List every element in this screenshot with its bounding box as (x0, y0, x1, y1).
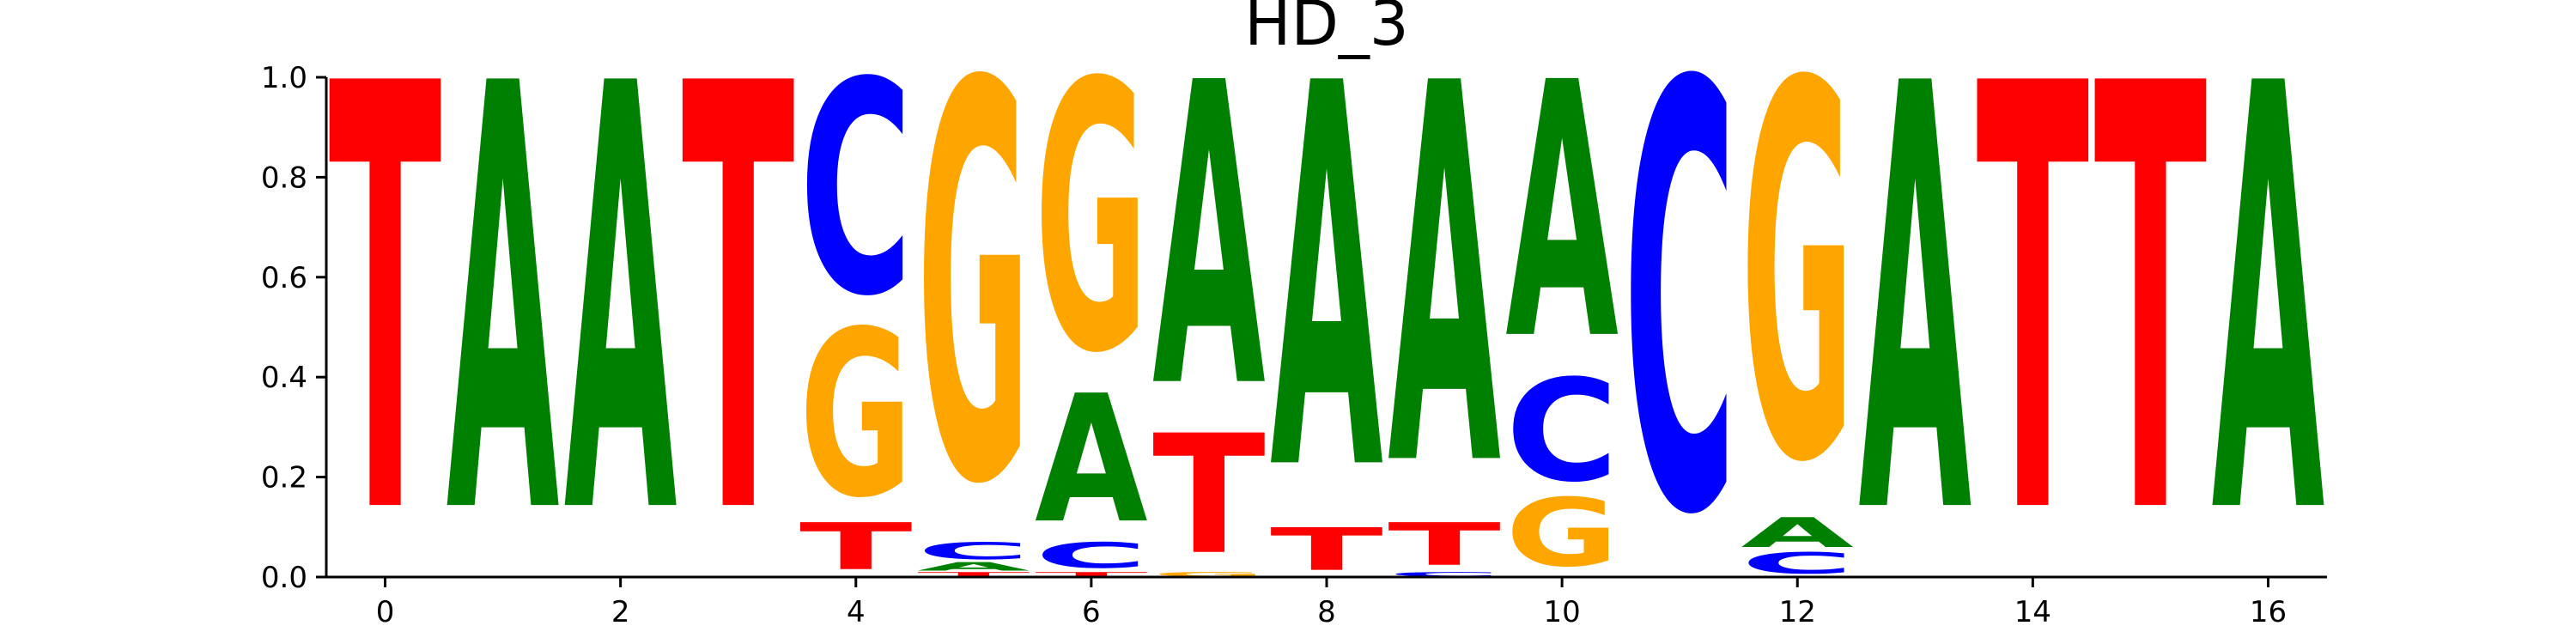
logo-letter-g-pos-7: G (1152, 571, 1266, 578)
logo-letter-a-pos-2: A (564, 0, 678, 644)
logo-letter-g-pos-4: G (799, 282, 913, 548)
logo-letter-a-pos-1: A (447, 0, 561, 644)
y-tick-label: 0.6 (261, 261, 307, 295)
logo-letter-c-pos-9: C (1388, 571, 1501, 578)
logo-letter-c-pos-5: C (917, 538, 1030, 565)
x-tick-label: 14 (2014, 595, 2051, 629)
logo-letter-a-pos-7: A (1152, 0, 1267, 479)
x-tick-label: 10 (1543, 595, 1580, 629)
chart-title: HD_3 (1244, 0, 1408, 59)
y-tick-label: 0.8 (261, 161, 307, 195)
y-tick-label: 0.4 (261, 361, 307, 395)
y-tick-label: 0.2 (261, 461, 307, 495)
x-tick-label: 12 (1779, 595, 1816, 629)
logo-letter-t-pos-8: T (1270, 516, 1383, 584)
logo-letter-t-pos-14: T (1977, 0, 2091, 644)
logo-letter-a-pos-6: A (1035, 359, 1148, 562)
logo-letter-t-pos-15: T (2094, 0, 2208, 644)
logo-letter-t-pos-3: T (682, 0, 796, 644)
y-tick-label: 1.0 (261, 61, 307, 95)
logo-letter-c-pos-10: C (1505, 350, 1619, 513)
logo-letter-t-pos-4: T (799, 509, 913, 585)
y-tick-label: 0.0 (261, 561, 307, 595)
logo-letter-c-pos-11: C (1623, 0, 1736, 644)
x-tick-label: 2 (611, 595, 630, 629)
logo-letter-t-pos-9: T (1388, 511, 1501, 579)
logo-letter-g-pos-5: G (917, 0, 1030, 605)
logo-letter-c-pos-6: C (1035, 535, 1148, 576)
axes: 0.0 0.2 0.4 0.6 0.8 1.0 0 2 4 6 8 10 12 14 16 (261, 61, 2327, 629)
logo-letter-a-pos-9: A (1388, 0, 1502, 582)
logo-letter-a-pos-13: A (1859, 0, 1973, 644)
x-tick-label: 4 (847, 595, 866, 629)
logo-letter-c-pos-4: C (799, 21, 913, 361)
logo-letter-g-pos-6: G (1035, 5, 1148, 434)
logo-letter-a-pos-16: A (2212, 0, 2326, 644)
x-tick-label: 16 (2250, 595, 2287, 629)
logo-letter-t-pos-7: T (1152, 401, 1266, 592)
logo-letter-c-pos-12: C (1741, 546, 1854, 580)
logo-letter-a-pos-5: A (917, 560, 1030, 574)
logo-letter-t-pos-5: T (917, 571, 1030, 578)
logo-letter-t-pos-6: T (1035, 571, 1148, 578)
logo-letter-g-pos-12: G (1741, 0, 1854, 575)
logo-letter-a-pos-10: A (1505, 8, 1619, 417)
logo-letter-a-pos-12: A (1741, 509, 1854, 556)
x-tick-label: 6 (1082, 595, 1101, 629)
x-tick-label: 8 (1317, 595, 1336, 629)
logo-letter-g-pos-10: G (1505, 479, 1619, 587)
x-tick-label: 0 (376, 595, 395, 629)
logo-letter-a-pos-8: A (1270, 0, 1384, 587)
logo-letter-t-pos-0: T (329, 0, 443, 644)
